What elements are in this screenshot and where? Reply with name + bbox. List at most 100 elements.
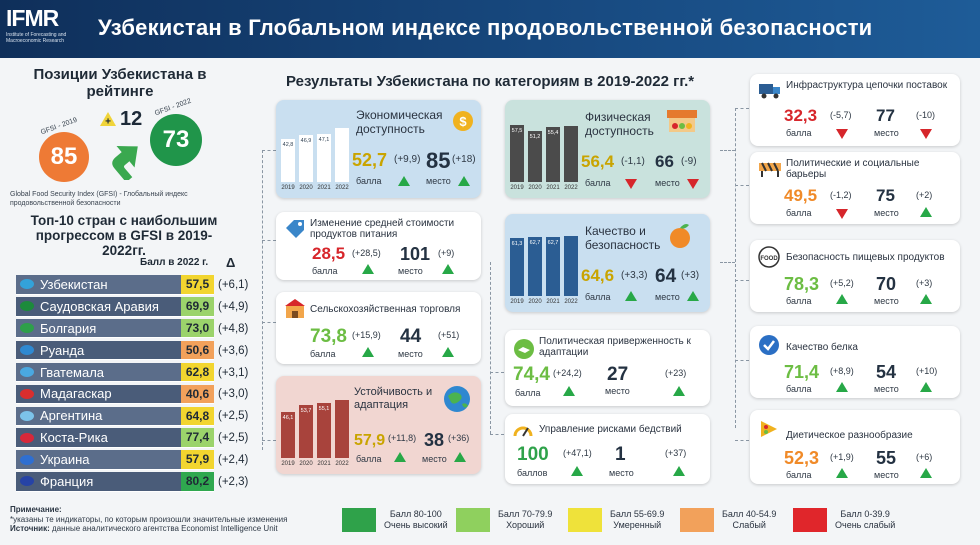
quality-bar-2020: 62,7 [528,237,542,296]
source-label: Источник: [10,524,50,533]
barriers-score: 49,5 [784,186,818,205]
country-delta: (+3,6) [218,344,249,357]
phys-bar-2021: 55,4 [546,127,560,182]
country-score: 57,5 [181,275,214,295]
legend-label: Умеренный [613,520,662,530]
card-diet-diversity: Диетическое разнообразие 52,3 (+1,9) 55 … [750,410,960,484]
legend-text: Балл 0-39.9 Очень слабый [835,509,895,531]
phys-bar-2019: 57,5 [510,125,524,182]
rank-improvement: 12 [120,108,143,130]
market-icon [285,299,305,318]
quality-score-delta: (+3,3) [621,270,648,281]
econ-title: Экономическая доступность [356,108,443,136]
legend-text: Балл 70-79.9 Хороший [498,509,552,531]
card-quality-safety: 61,3 62,7 62,7 2019 2020 2021 2022 Качество… [505,214,710,312]
legend-item: Балл 70-79.9 Хороший [456,505,552,535]
political-score-delta: (+24,2) [553,368,582,378]
barriers-title: Политические и социальные барьеры [786,158,920,180]
sustain-bars: 46,1 53,7 55,1 [281,398,349,458]
quality-rank: 64 [655,266,677,287]
trade-score: 73,8 [310,326,347,347]
political-title: Политическая приверженность к адаптации [539,336,691,358]
country-name: Украина [40,452,90,468]
price-rank-up-icon [442,264,454,274]
barriers-rank-label: место [874,208,899,218]
econ-bar-2019: 42,8 [281,139,295,182]
disaster-rank: 1 [615,444,626,465]
table-row: Мадагаскар 40,6 (+3,0) [16,383,248,405]
country-delta: (+6,1) [218,278,249,291]
disaster-score-delta: (+47,1) [563,448,592,458]
legend-label: Слабый [732,520,766,530]
phys-title: Физическая доступность [585,110,654,138]
country-delta: (+2,5) [218,410,249,423]
plus-triangle-icon: + [100,112,116,126]
delta-column-header: Δ [226,255,236,270]
quality-rank-label: место [655,292,680,302]
price-score-delta: (+28,5) [352,248,381,258]
connector-left-h4 [262,440,276,441]
price-score-up-icon [362,264,374,274]
protein-rank-up-icon [920,382,932,392]
econ-score-up-icon [398,176,410,186]
protein-rank: 54 [876,362,897,382]
foodsafety-rank-label: место [874,296,899,306]
protein-ball-label: балла [786,384,812,394]
country-name-cell: Руанда [16,340,182,361]
page-title: Узбекистан в Глобальном индексе продовол… [98,15,873,40]
header: IFMR Institute of Forecasting and Macroe… [0,0,980,58]
country-delta: (+4,9) [218,300,249,313]
legend-swatch [568,508,602,532]
rank-2019-badge: 85 [39,132,89,182]
year-label: 2021 [317,461,331,467]
phys-score-delta: (-1,1) [621,156,645,167]
diet-title: Диетическое разнообразие [786,430,913,441]
sustain-score-delta: (+11,8) [388,433,417,443]
trade-score-delta: (+15,9) [352,330,381,340]
truck-icon [759,84,780,99]
connector-mid-h1 [490,372,504,373]
econ-bar-2022 [335,128,349,182]
price-rank-label: место [398,266,423,276]
phys-bar-2022 [564,126,578,182]
coin-icon: $ [453,111,473,131]
svg-text:+: + [105,117,111,127]
foodsafety-rank-up-icon [920,294,932,304]
flag-icon [20,323,34,334]
quality-score: 64,6 [581,266,615,285]
country-score: 73,0 [181,318,214,339]
year-label: 2020 [299,185,313,191]
foodsafety-score-up-icon [836,294,848,304]
logo-subtitle: Institute of Forecasting and Macroeconom… [6,32,67,44]
quality-bar-2020-value: 62,7 [529,240,541,246]
infra-score-delta: (-5,7) [830,110,852,120]
infra-rank-label: место [874,128,899,138]
year-label: 2021 [546,299,560,305]
country-score: 62,8 [181,362,214,383]
quality-bar-2019: 61,3 [510,238,524,296]
country-name-cell: Болгария [16,318,182,339]
infra-rank-delta: (-10) [916,110,936,120]
phys-bar-2020: 51,2 [528,131,542,182]
econ-rank: 85 [426,148,451,173]
table-row: Руанда 50,6 (+3,6) [16,340,248,362]
disaster-title: Управление рисками бедствий [539,424,682,435]
legend-swatch [680,508,714,532]
quality-badge-icon [759,335,779,355]
legend-range: Балл 55-69.9 [610,509,665,519]
svg-text:$: $ [459,114,467,129]
connector-left-h2 [262,240,276,241]
country-name: Руанда [40,342,85,358]
connector-right-h5 [735,440,749,441]
phys-score: 56,4 [581,152,615,171]
svg-text:FOOD: FOOD [760,256,778,262]
logo-text: IFMR [6,5,59,31]
diet-score-delta: (+1,9) [830,452,854,462]
sustain-bar-2020: 53,7 [299,405,313,458]
sustain-bar-2021: 55,1 [317,403,331,458]
protein-score-up-icon [836,382,848,392]
econ-rank-label: место [426,176,451,186]
quality-score-up-icon [625,291,637,301]
flag-icon [20,367,34,377]
phys-rank-label: место [655,178,680,188]
